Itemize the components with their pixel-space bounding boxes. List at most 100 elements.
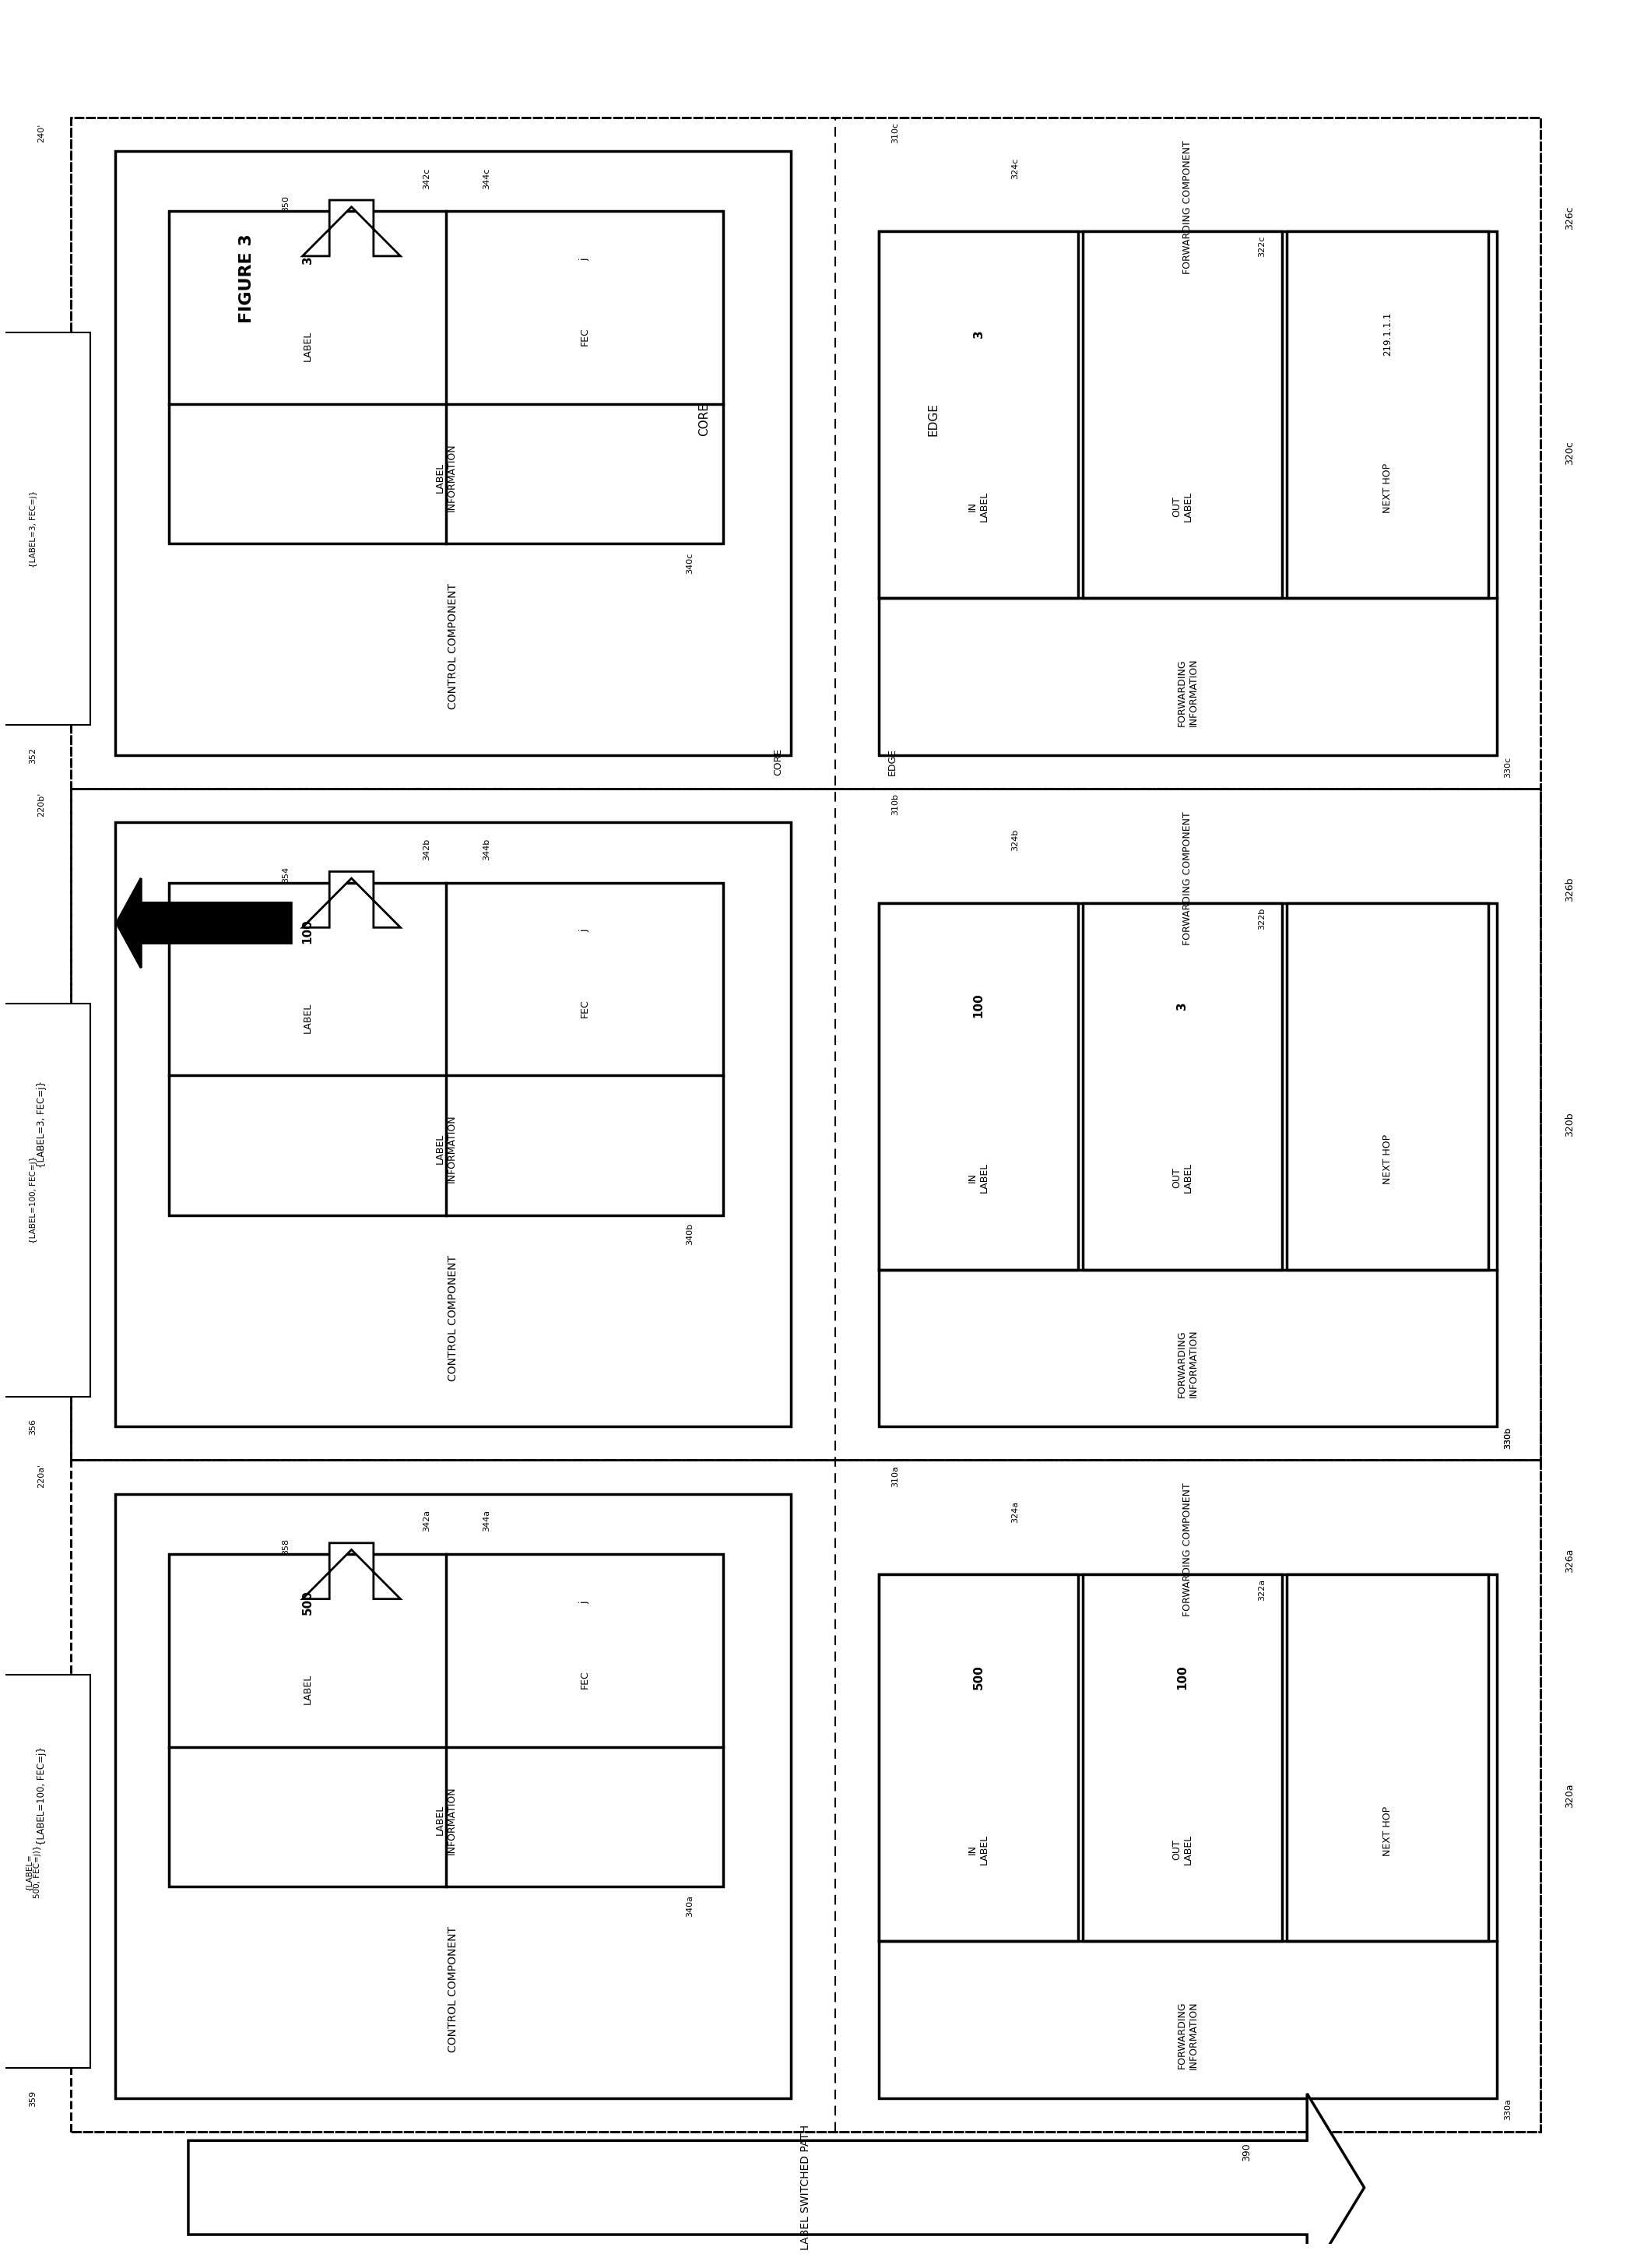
Text: IN
LABEL: IN LABEL	[968, 492, 990, 522]
Polygon shape	[302, 1542, 401, 1599]
Text: 100: 100	[973, 993, 985, 1018]
Text: CORE: CORE	[699, 404, 710, 435]
Text: 310a: 310a	[891, 1465, 899, 1488]
Polygon shape	[1083, 231, 1282, 599]
Polygon shape	[117, 878, 291, 968]
Text: 3: 3	[1177, 1002, 1189, 1009]
Text: 358: 358	[283, 1538, 289, 1554]
Text: {LABEL=100, FEC=j}: {LABEL=100, FEC=j}	[36, 1746, 46, 1846]
Text: {LABEL=
500, FEC=j)}: {LABEL= 500, FEC=j)}	[25, 1844, 41, 1898]
Text: 390: 390	[1241, 2143, 1251, 2161]
Polygon shape	[1287, 231, 1488, 599]
Text: LABEL
INFORMATION: LABEL INFORMATION	[436, 1785, 457, 1855]
Text: 500: 500	[973, 1665, 985, 1690]
Text: NEXT HOP: NEXT HOP	[1383, 1134, 1392, 1184]
Text: LABEL
INFORMATION: LABEL INFORMATION	[436, 442, 457, 510]
Polygon shape	[880, 1574, 1496, 2098]
Text: NEXT HOP: NEXT HOP	[1383, 463, 1392, 513]
Text: 330b: 330b	[1504, 1427, 1512, 1449]
Text: LABEL: LABEL	[302, 1002, 312, 1032]
Polygon shape	[115, 1495, 791, 2098]
Text: OUT
LABEL: OUT LABEL	[1172, 492, 1194, 522]
Text: 322b: 322b	[1258, 907, 1266, 930]
Text: IN
LABEL: IN LABEL	[968, 1835, 990, 1864]
Text: j: j	[580, 259, 590, 261]
Polygon shape	[115, 152, 791, 755]
Text: 359: 359	[30, 2091, 38, 2107]
Text: 220b': 220b'	[38, 792, 46, 816]
Text: 322c: 322c	[1258, 236, 1266, 256]
Text: 350: 350	[283, 195, 289, 211]
Text: LABEL: LABEL	[302, 1674, 312, 1706]
Text: 342b: 342b	[423, 839, 431, 860]
Polygon shape	[0, 1005, 90, 1397]
Text: 344b: 344b	[483, 839, 492, 860]
Text: FEC: FEC	[580, 1669, 590, 1690]
Text: 330a: 330a	[1504, 2098, 1512, 2121]
Text: 310c: 310c	[891, 122, 899, 143]
Text: 342a: 342a	[423, 1510, 431, 1531]
Text: FORWARDING COMPONENT: FORWARDING COMPONENT	[1182, 812, 1194, 946]
Text: 320a: 320a	[1565, 1783, 1575, 1808]
Text: EDGE: EDGE	[927, 404, 939, 435]
Text: 324c: 324c	[1011, 159, 1019, 179]
Text: 326b: 326b	[1565, 878, 1575, 903]
Text: 330c: 330c	[1504, 758, 1512, 778]
Text: 240': 240'	[38, 122, 46, 143]
Text: 100: 100	[302, 919, 314, 943]
Polygon shape	[169, 211, 723, 544]
Polygon shape	[1083, 1574, 1282, 1941]
Polygon shape	[1287, 903, 1488, 1270]
Text: FEC: FEC	[580, 327, 590, 345]
Text: {LABEL=3, FEC=j}: {LABEL=3, FEC=j}	[36, 1082, 46, 1168]
Text: 340a: 340a	[686, 1896, 694, 1916]
Text: OUT
LABEL: OUT LABEL	[1172, 1163, 1194, 1193]
Text: FORWARDING COMPONENT: FORWARDING COMPONENT	[1182, 141, 1194, 274]
Text: 352: 352	[30, 748, 38, 764]
Polygon shape	[880, 903, 1078, 1270]
Text: {LABEL=3, FEC=j}: {LABEL=3, FEC=j}	[30, 490, 38, 567]
Text: CONTROL COMPONENT: CONTROL COMPONENT	[447, 1254, 459, 1381]
Text: FORWARDING COMPONENT: FORWARDING COMPONENT	[1182, 1483, 1194, 1617]
Text: 3: 3	[973, 329, 985, 338]
Text: 354: 354	[283, 866, 289, 882]
Text: FIGURE 3: FIGURE 3	[240, 234, 255, 322]
Polygon shape	[1083, 903, 1282, 1270]
Polygon shape	[169, 1554, 723, 1887]
Text: CONTROL COMPONENT: CONTROL COMPONENT	[447, 583, 459, 710]
Text: 344c: 344c	[483, 168, 492, 188]
Text: FORWARDING
INFORMATION: FORWARDING INFORMATION	[1177, 658, 1198, 726]
Text: 322a: 322a	[1258, 1579, 1266, 1601]
Text: 3: 3	[302, 256, 314, 263]
Polygon shape	[302, 871, 401, 928]
Text: OUT
LABEL: OUT LABEL	[1172, 1835, 1194, 1864]
Text: 326c: 326c	[1565, 206, 1575, 229]
Text: 324a: 324a	[1011, 1501, 1019, 1522]
Text: 342c: 342c	[423, 168, 431, 188]
Text: 310b: 310b	[891, 794, 899, 814]
Polygon shape	[880, 903, 1496, 1427]
Polygon shape	[880, 231, 1496, 755]
Text: 500: 500	[302, 1590, 314, 1615]
Polygon shape	[0, 1676, 90, 2068]
Text: {LABEL=100, FEC=j}: {LABEL=100, FEC=j}	[30, 1157, 38, 1243]
Text: NEXT HOP: NEXT HOP	[1383, 1805, 1392, 1855]
Polygon shape	[880, 231, 1078, 599]
Text: 330b: 330b	[1504, 1427, 1512, 1449]
Text: 340b: 340b	[686, 1222, 694, 1245]
Text: 219.1.1.1: 219.1.1.1	[1383, 313, 1392, 356]
Text: LABEL: LABEL	[302, 331, 312, 361]
Text: j: j	[580, 1601, 590, 1603]
Text: CORE: CORE	[773, 748, 783, 776]
Text: FORWARDING
INFORMATION: FORWARDING INFORMATION	[1177, 2000, 1198, 2068]
Text: FORWARDING
INFORMATION: FORWARDING INFORMATION	[1177, 1329, 1198, 1397]
Text: 344a: 344a	[483, 1510, 492, 1531]
Text: IN
LABEL: IN LABEL	[968, 1163, 990, 1193]
Text: 340c: 340c	[686, 553, 694, 574]
Polygon shape	[302, 200, 401, 256]
Text: 356: 356	[30, 1420, 38, 1436]
Text: 320c: 320c	[1565, 440, 1575, 465]
Text: EDGE: EDGE	[888, 748, 898, 776]
Text: LABEL
INFORMATION: LABEL INFORMATION	[436, 1114, 457, 1182]
Text: j: j	[580, 930, 590, 932]
